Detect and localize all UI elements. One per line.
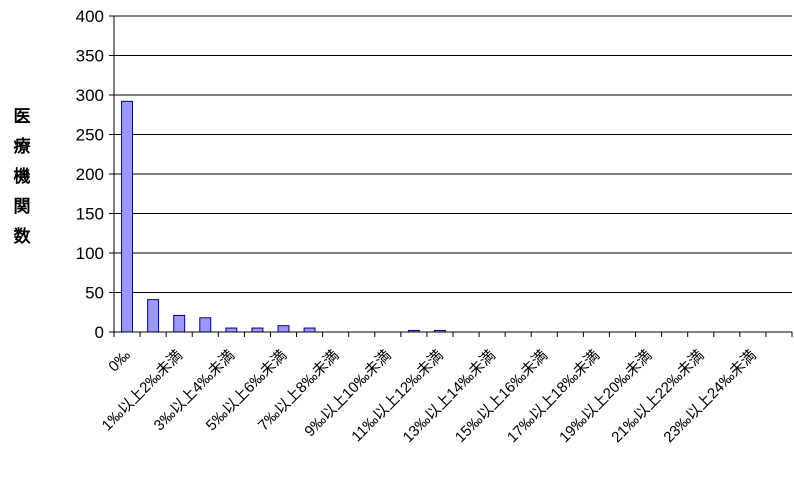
x-category-label: 0‰ (105, 347, 134, 376)
bar (173, 314, 186, 333)
x-category-label: 19‰以上20‰未満 (556, 347, 655, 446)
bar (303, 327, 316, 333)
y-tick-label: 200 (76, 165, 104, 184)
y-tick-label: 400 (76, 7, 104, 26)
y-axis-label: 医療機関数 (14, 107, 32, 246)
y-tick-label: 150 (76, 205, 104, 224)
x-axis-tick-marks (113, 332, 793, 337)
x-category-label: 11‰以上12‰未満 (348, 347, 446, 445)
bar (251, 327, 264, 333)
x-category-label: 13‰以上14‰未満 (400, 347, 499, 446)
bar (121, 100, 134, 333)
bar (199, 317, 212, 333)
bar (277, 325, 290, 333)
bar (147, 299, 160, 333)
y-axis-ticks: 0 50 100 150 200 250 300 350 400 (76, 7, 114, 342)
y-tick-label: 50 (85, 284, 104, 303)
y-tick-label: 300 (76, 86, 104, 105)
x-category-label: 15‰以上16‰未満 (452, 347, 551, 446)
bar (225, 327, 238, 333)
y-tick-label: 100 (76, 244, 104, 263)
bars (121, 100, 446, 333)
x-category-label: 23‰以上24‰未満 (660, 347, 759, 446)
x-category-label: 21‰以上22‰未満 (608, 347, 707, 446)
x-category-label: 17‰以上18‰未満 (504, 347, 603, 446)
gridlines (114, 15, 792, 293)
y-tick-label: 0 (95, 323, 104, 342)
x-axis-category-labels: 0‰1‰以上2‰未満3‰以上4‰未満5‰以上6‰未満7‰以上8‰未満9‰以上10… (99, 347, 760, 446)
y-tick-label: 350 (76, 47, 104, 66)
y-tick-label: 250 (76, 126, 104, 145)
